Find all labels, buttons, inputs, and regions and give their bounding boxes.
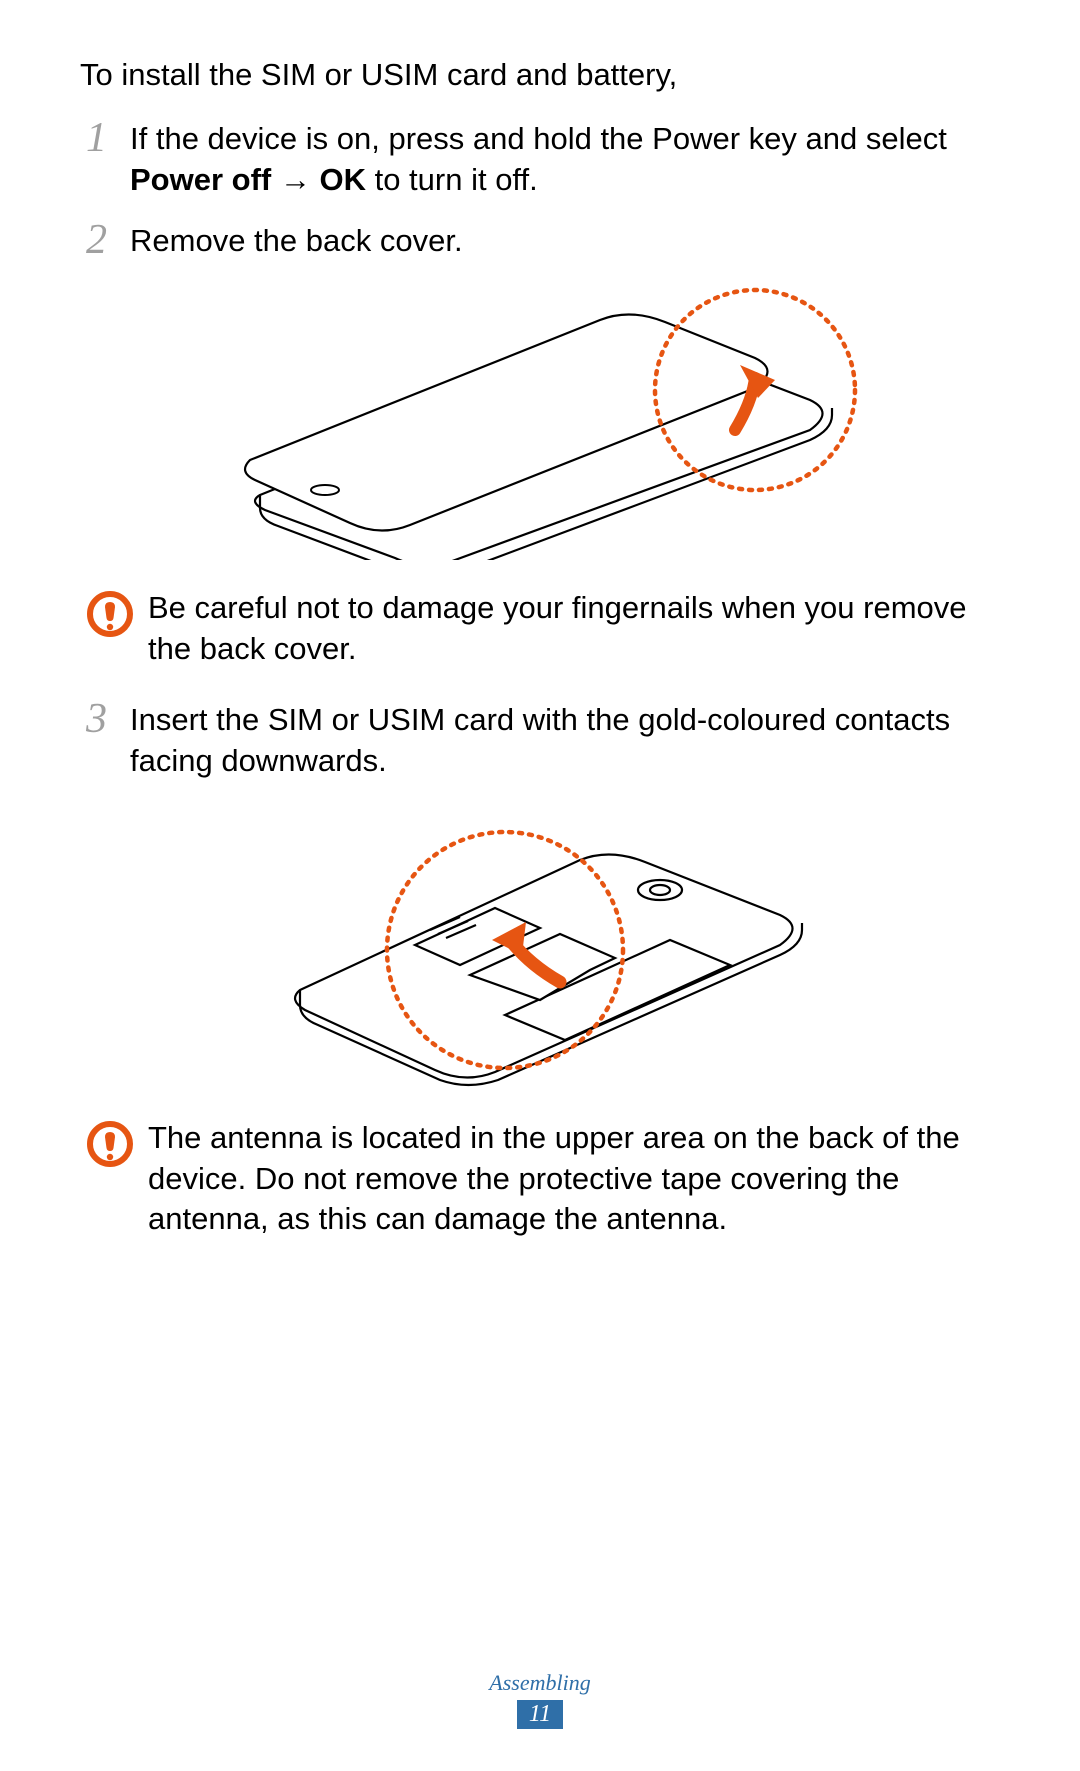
step-3: 3 Insert the SIM or USIM card with the g… [80,698,1000,782]
step-text: Insert the SIM or USIM card with the gol… [130,698,1000,782]
illustration-insert-sim [260,800,820,1090]
step-number: 1 [80,117,130,159]
caution-icon [86,590,134,638]
step-number: 2 [80,219,130,261]
section-label: Assembling [0,1670,1080,1696]
step1-bold1: Power off [130,162,271,197]
step-2: 2 Remove the back cover. [80,219,1000,262]
intro-text: To install the SIM or USIM card and batt… [80,55,1000,95]
step-text: If the device is on, press and hold the … [130,117,1000,201]
caution-text: Be careful not to damage your fingernail… [148,588,1000,670]
caution-icon [86,1120,134,1168]
caution-text: The antenna is located in the upper area… [148,1118,1000,1241]
page-footer: Assembling 11 [0,1670,1080,1729]
step1-bold2: OK [319,162,366,197]
step1-arrow: → [271,162,319,197]
caution-antenna: The antenna is located in the upper area… [80,1118,1000,1241]
step1-pre: If the device is on, press and hold the … [130,121,947,156]
caution-fingernails: Be careful not to damage your fingernail… [80,588,1000,670]
step-text: Remove the back cover. [130,219,463,262]
illustration-remove-cover [200,280,880,560]
page-number: 11 [517,1700,563,1729]
step-number: 3 [80,698,130,740]
step-1: 1 If the device is on, press and hold th… [80,117,1000,201]
step1-post: to turn it off. [366,162,538,197]
